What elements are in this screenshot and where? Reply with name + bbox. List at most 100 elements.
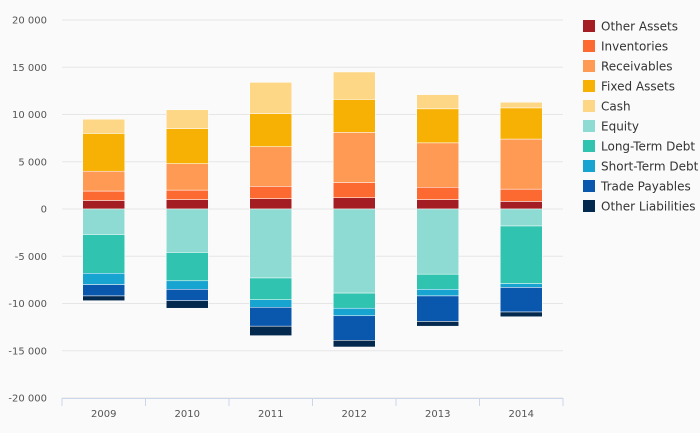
bar-segment-long-term-debt-2010[interactable] bbox=[166, 252, 209, 282]
bar-segment-long-term-debt-2009[interactable] bbox=[82, 234, 125, 274]
bar-segment-trade-payables-2012[interactable] bbox=[333, 315, 376, 341]
bar-segment-trade-payables-2009[interactable] bbox=[82, 284, 125, 297]
bar-segment-fixed-assets-2009[interactable] bbox=[82, 133, 125, 172]
y-tick-label: 10 000 bbox=[12, 110, 47, 121]
bar-segment-equity-2012[interactable] bbox=[333, 208, 376, 294]
legend-swatch bbox=[583, 200, 595, 212]
bar-segment-other-liabilities-2010[interactable] bbox=[166, 300, 209, 309]
bar-segment-other-assets-2012[interactable] bbox=[333, 197, 376, 210]
legend-label: Trade Payables bbox=[600, 180, 691, 194]
legend-item-cash[interactable]: Cash bbox=[583, 100, 631, 114]
y-axis: 20 000 15 000 10 000 5 000 0 -5 000 -10 000 -15… bbox=[8, 16, 47, 405]
bar-segment-other-liabilities-2011[interactable] bbox=[249, 325, 292, 336]
legend-item-equity[interactable]: Equity bbox=[583, 120, 639, 134]
bar-segment-other-liabilities-2014[interactable] bbox=[500, 311, 543, 317]
bar-segment-other-liabilities-2009[interactable] bbox=[82, 295, 125, 301]
bar-segment-fixed-assets-2014[interactable] bbox=[500, 107, 543, 140]
bar-segment-short-term-debt-2009[interactable] bbox=[82, 273, 125, 285]
legend-label: Long-Term Debt bbox=[601, 140, 695, 154]
bar-segment-cash-2013[interactable] bbox=[416, 94, 459, 110]
bar-segment-cash-2014[interactable] bbox=[500, 101, 543, 109]
grid-lines bbox=[62, 19, 563, 399]
bar-segment-equity-2011[interactable] bbox=[249, 208, 292, 279]
legend-label: Short-Term Debt bbox=[601, 160, 699, 174]
legend-item-other-assets[interactable]: Other Assets bbox=[583, 20, 678, 34]
bar-segment-other-assets-2009[interactable] bbox=[82, 200, 125, 210]
bars bbox=[82, 71, 543, 348]
legend-item-inventories[interactable]: Inventories bbox=[583, 40, 668, 54]
legend-swatch bbox=[583, 120, 595, 132]
bar-segment-other-liabilities-2012[interactable] bbox=[333, 340, 376, 348]
bar-segment-long-term-debt-2013[interactable] bbox=[416, 273, 459, 290]
bar-segment-other-assets-2010[interactable] bbox=[166, 199, 209, 210]
legend-label: Inventories bbox=[601, 40, 668, 54]
y-tick-label: 15 000 bbox=[12, 63, 47, 74]
x-axis: 2009 2010 2011 2012 2013 2014 bbox=[61, 398, 564, 420]
legend-swatch bbox=[583, 60, 595, 72]
legend-swatch bbox=[583, 80, 595, 92]
legend-item-long-term-debt[interactable]: Long-Term Debt bbox=[583, 140, 695, 154]
bar-segment-short-term-debt-2013[interactable] bbox=[416, 289, 459, 297]
bar-segment-receivables-2014[interactable] bbox=[500, 138, 543, 190]
bar-segment-inventories-2013[interactable] bbox=[416, 187, 459, 200]
bar-segment-other-liabilities-2013[interactable] bbox=[416, 321, 459, 327]
x-tick-label: 2011 bbox=[258, 409, 283, 420]
bar-segment-receivables-2013[interactable] bbox=[416, 142, 459, 188]
bar-segment-equity-2013[interactable] bbox=[416, 208, 459, 275]
bar-segment-equity-2014[interactable] bbox=[500, 208, 543, 227]
bar-segment-trade-payables-2013[interactable] bbox=[416, 295, 459, 322]
y-tick-label: 5 000 bbox=[18, 157, 47, 168]
legend-swatch bbox=[583, 40, 595, 52]
bar-segment-short-term-debt-2010[interactable] bbox=[166, 280, 209, 290]
bar-segment-other-assets-2014[interactable] bbox=[500, 201, 543, 210]
y-tick-label: 20 000 bbox=[12, 16, 47, 27]
legend-item-receivables[interactable]: Receivables bbox=[583, 60, 673, 74]
bar-segment-equity-2009[interactable] bbox=[82, 208, 125, 235]
bar-segment-fixed-assets-2010[interactable] bbox=[166, 128, 209, 164]
bar-segment-other-assets-2013[interactable] bbox=[416, 199, 459, 210]
bar-segment-cash-2012[interactable] bbox=[333, 71, 376, 100]
bar-segment-inventories-2009[interactable] bbox=[82, 190, 125, 201]
bar-segment-long-term-debt-2011[interactable] bbox=[249, 277, 292, 300]
legend-label: Other Liabilities bbox=[601, 200, 696, 214]
bar-segment-trade-payables-2014[interactable] bbox=[500, 287, 543, 313]
y-tick-label: -5 000 bbox=[15, 252, 47, 263]
legend-swatch bbox=[583, 100, 595, 112]
x-tick-label: 2013 bbox=[425, 409, 450, 420]
legend-swatch bbox=[583, 140, 595, 152]
bar-segment-inventories-2014[interactable] bbox=[500, 188, 543, 202]
legend: Other Assets Inventories Receivables Fixed … bbox=[583, 20, 699, 214]
bar-segment-short-term-debt-2012[interactable] bbox=[333, 307, 376, 317]
bar-segment-receivables-2010[interactable] bbox=[166, 163, 209, 191]
bar-segment-receivables-2009[interactable] bbox=[82, 170, 125, 192]
bar-segment-inventories-2010[interactable] bbox=[166, 189, 209, 200]
y-tick-label: -10 000 bbox=[8, 299, 47, 310]
legend-item-trade-payables[interactable]: Trade Payables bbox=[583, 180, 691, 194]
x-tick-label: 2010 bbox=[175, 409, 200, 420]
legend-item-fixed-assets[interactable]: Fixed Assets bbox=[583, 80, 675, 94]
bar-segment-fixed-assets-2011[interactable] bbox=[249, 113, 292, 147]
bar-segment-fixed-assets-2012[interactable] bbox=[333, 99, 376, 133]
bar-segment-inventories-2011[interactable] bbox=[249, 186, 292, 199]
bar-segment-long-term-debt-2014[interactable] bbox=[500, 225, 543, 284]
y-tick-label: 0 bbox=[41, 205, 47, 216]
bar-segment-short-term-debt-2014[interactable] bbox=[500, 283, 543, 288]
x-tick-label: 2012 bbox=[342, 409, 367, 420]
legend-item-short-term-debt[interactable]: Short-Term Debt bbox=[583, 160, 699, 174]
legend-item-other-liabilities[interactable]: Other Liabilities bbox=[583, 200, 696, 214]
bar-segment-inventories-2012[interactable] bbox=[333, 182, 376, 198]
bar-segment-trade-payables-2011[interactable] bbox=[249, 307, 292, 327]
bar-segment-long-term-debt-2012[interactable] bbox=[333, 292, 376, 309]
legend-swatch bbox=[583, 160, 595, 172]
bar-segment-cash-2011[interactable] bbox=[249, 82, 292, 114]
bar-segment-other-assets-2011[interactable] bbox=[249, 198, 292, 210]
bar-segment-equity-2010[interactable] bbox=[166, 208, 209, 253]
bar-segment-receivables-2012[interactable] bbox=[333, 132, 376, 183]
bar-segment-fixed-assets-2013[interactable] bbox=[416, 108, 459, 144]
bar-segment-trade-payables-2010[interactable] bbox=[166, 289, 209, 301]
bar-segment-short-term-debt-2011[interactable] bbox=[249, 299, 292, 308]
bar-segment-receivables-2011[interactable] bbox=[249, 146, 292, 187]
bar-segment-cash-2010[interactable] bbox=[166, 109, 209, 129]
bar-segment-cash-2009[interactable] bbox=[82, 118, 125, 134]
